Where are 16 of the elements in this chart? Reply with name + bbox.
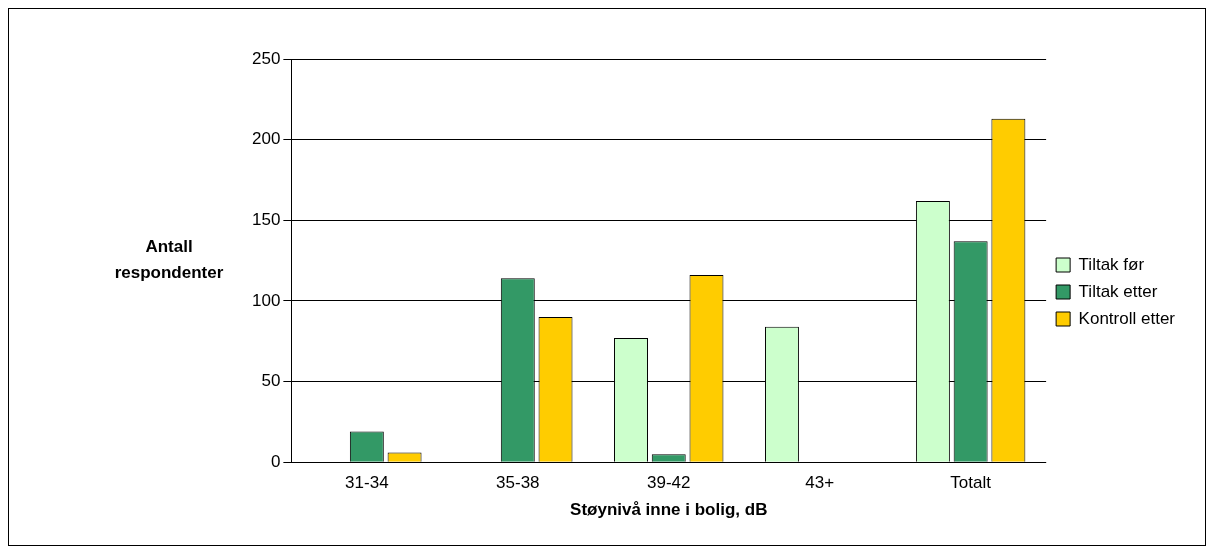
x-tick-label: Totalt — [950, 473, 992, 493]
x-tick-label: 39-42 — [647, 473, 691, 493]
legend-label: Kontroll etter — [1078, 308, 1176, 328]
x-tick-label: 43+ — [805, 473, 835, 493]
y-tick-label: 200 — [251, 129, 281, 149]
y-axis-title: Antall respondenter — [114, 237, 224, 283]
y-tick-label: 100 — [251, 290, 281, 310]
y-tick-label: 150 — [251, 209, 281, 229]
x-tick-label: 35-38 — [496, 473, 540, 493]
y-tick-label: 50 — [261, 371, 281, 391]
x-tick-label: 31-34 — [345, 473, 389, 493]
y-tick-label: 250 — [251, 48, 281, 68]
y-tick-label: 0 — [270, 451, 281, 471]
x-axis-title: Støynivå inne i bolig, dB — [570, 500, 768, 520]
legend-label: Tiltak før — [1078, 254, 1145, 274]
legend-label: Tiltak etter — [1078, 281, 1158, 301]
